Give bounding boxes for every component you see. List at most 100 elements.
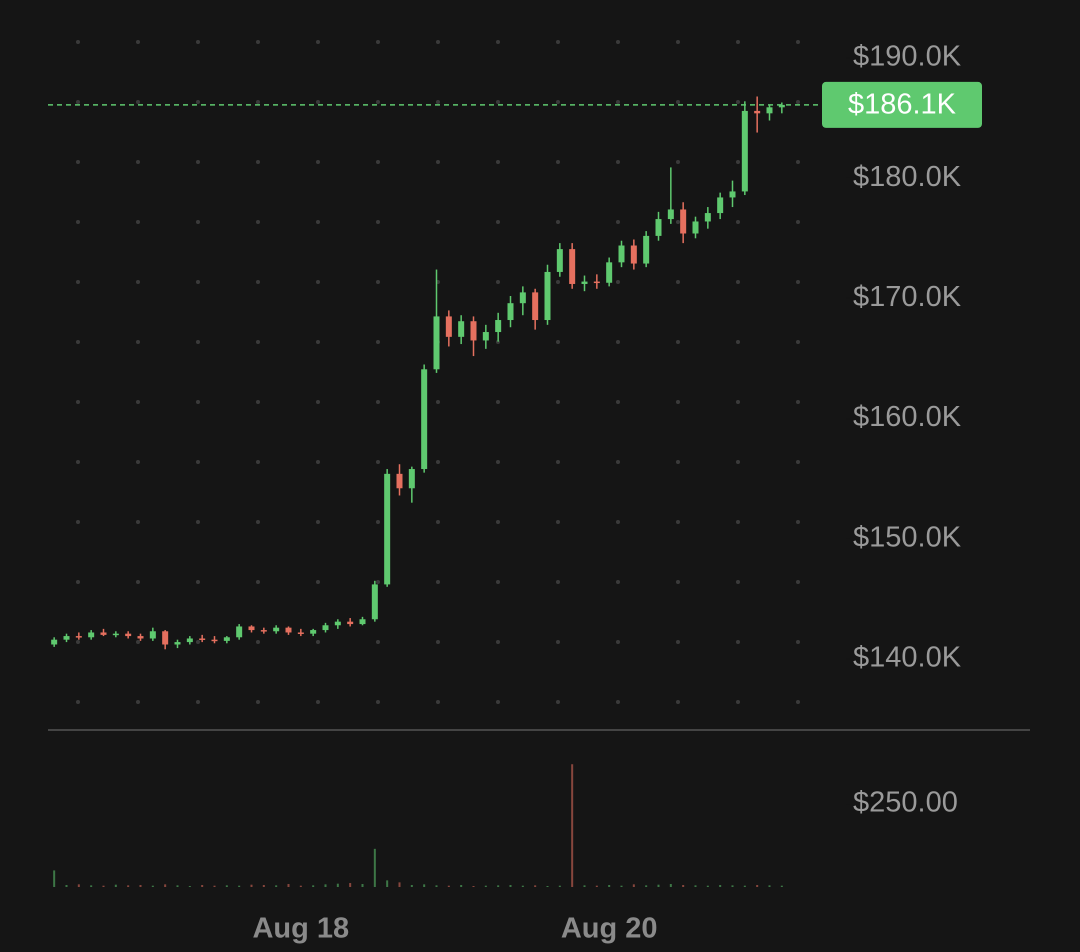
volume-bar [151, 885, 154, 887]
candle-body [359, 619, 366, 625]
candle-body [310, 630, 317, 634]
volume-bar [657, 884, 660, 887]
volume-bar [509, 885, 512, 887]
candle-body [680, 209, 687, 234]
volume-bar [262, 885, 265, 887]
volume-bar [484, 885, 487, 887]
candle-body [741, 110, 748, 192]
candle-body [643, 235, 650, 264]
volume-bar [102, 885, 105, 887]
volume-bar [275, 885, 278, 887]
candle-body [334, 621, 341, 626]
candle-body [630, 245, 637, 264]
volume-bar [558, 885, 561, 887]
volume-bar [312, 885, 315, 887]
candle-body [778, 104, 785, 108]
y2-tick-label: $250.00 [853, 787, 958, 819]
y-tick-label: $140.0K [853, 642, 962, 674]
volume-bar [139, 885, 142, 887]
candle-body [408, 469, 415, 489]
candle-body [482, 332, 489, 341]
y-tick-label: $160.0K [853, 401, 962, 433]
last-price-badge [822, 81, 982, 128]
candle-body [51, 639, 58, 645]
volume-bar [645, 885, 648, 887]
x-tick-label: Aug 18 [252, 913, 349, 945]
candle-body [519, 292, 526, 304]
candle-body [470, 321, 477, 341]
volume-bar [114, 884, 117, 887]
candle-body [618, 245, 625, 263]
candle-body [371, 584, 378, 620]
volume-bar [299, 885, 302, 887]
candle-body [260, 630, 267, 632]
candle-body [495, 320, 502, 333]
volume-bar [90, 885, 93, 887]
volume-bar [386, 880, 389, 887]
candle-body [593, 281, 600, 284]
volume-bar [534, 885, 537, 887]
last-price-label: $186.1K [848, 89, 957, 121]
volume-bar [225, 885, 228, 887]
candle-body [433, 316, 440, 370]
candle-body [137, 636, 144, 639]
volume-bar [77, 884, 80, 887]
candle-body [396, 473, 403, 489]
candle-body [556, 249, 563, 272]
candle-body [729, 191, 736, 198]
candle-body [322, 625, 329, 631]
candle-body [88, 632, 95, 638]
y-tick-label: $190.0K [853, 41, 962, 73]
candle-body [223, 637, 230, 641]
volume-bar [238, 885, 241, 887]
volume-bar [373, 848, 376, 887]
volume-bar [706, 885, 709, 887]
y-tick-label: $180.0K [853, 161, 962, 193]
volume-bar [398, 882, 401, 887]
volume-bar [410, 885, 413, 887]
candle-body [581, 281, 588, 284]
volume-bar [65, 885, 68, 887]
candle-body [606, 262, 613, 283]
candle-body [445, 316, 452, 337]
candle-body [112, 633, 119, 636]
candle-body [569, 249, 576, 284]
volume-bar [595, 885, 598, 887]
volume-bar [287, 884, 290, 887]
volume-bar [571, 764, 574, 887]
volume-bar [632, 884, 635, 887]
volume-bar [435, 885, 438, 887]
candle-body [347, 621, 354, 625]
volume-bar [743, 885, 746, 887]
volume-bar [583, 885, 586, 887]
volume-bar [201, 885, 204, 887]
volume-bar [780, 885, 783, 887]
candle-body [384, 473, 391, 585]
candle-body [75, 636, 82, 638]
candle-body [754, 110, 761, 114]
candle-body [544, 271, 551, 321]
candle-body [655, 219, 662, 236]
volume-bar [336, 883, 339, 887]
volume-bar [719, 885, 722, 887]
candle-body [162, 631, 169, 645]
candle-body [174, 642, 181, 645]
y-tick-label: $150.0K [853, 521, 962, 553]
volume-bar [497, 885, 500, 887]
volume-bar [250, 884, 253, 887]
volume-bar [361, 884, 364, 887]
candle-body [704, 213, 711, 222]
candle-body [692, 221, 699, 234]
volume-bar [188, 886, 191, 887]
volume-bar [768, 885, 771, 887]
volume-bar [669, 884, 672, 887]
candle-body [667, 209, 674, 220]
candle-body [273, 627, 280, 632]
candle-body [297, 632, 304, 634]
volume-bar [176, 885, 179, 887]
volume-bar [472, 886, 475, 887]
candle-body [421, 369, 428, 470]
